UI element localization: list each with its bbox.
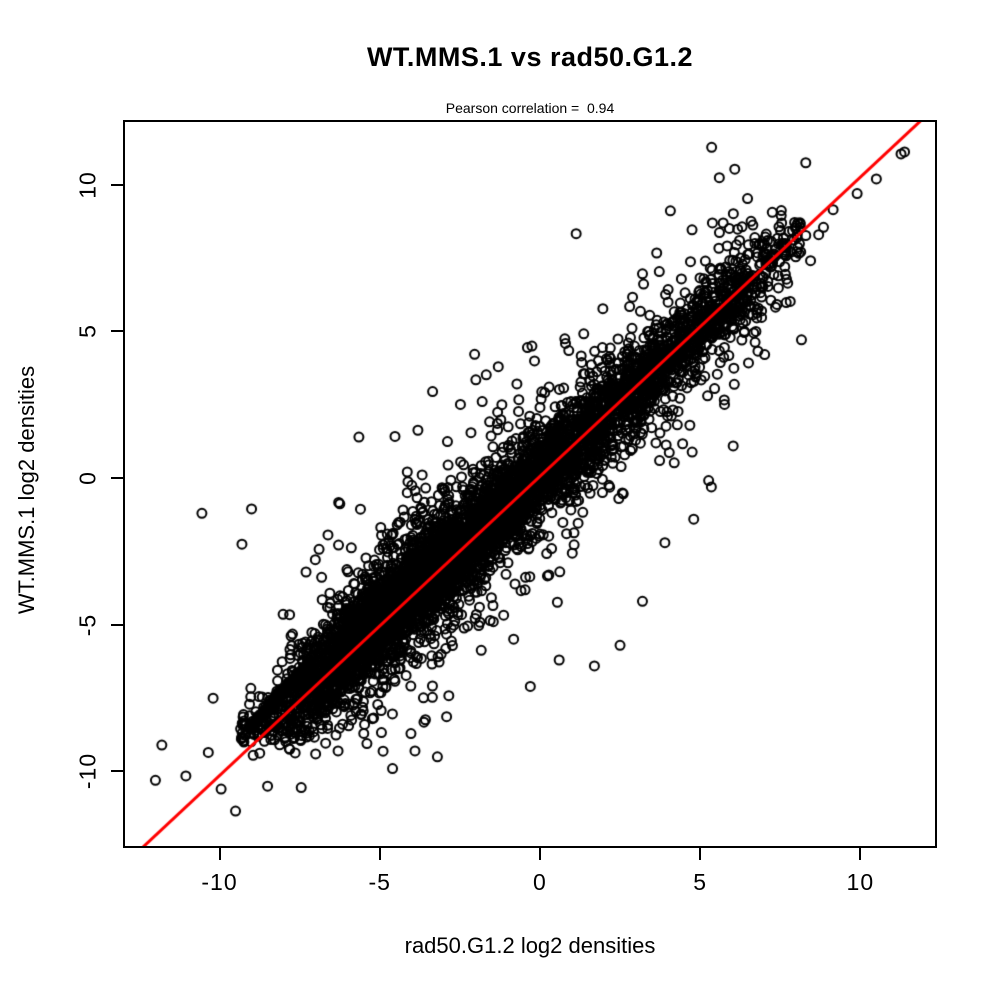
plot-area [123,120,937,848]
x-tick [218,848,221,860]
x-tick-label: 10 [846,869,875,895]
x-tick [699,848,702,860]
y-tick [111,770,123,773]
y-tick [111,623,123,626]
plot-title: WT.MMS.1 vs rad50.G1.2 [366,42,694,72]
x-tick-label: -5 [368,869,391,895]
y-tick [111,183,123,186]
x-tick-label: -10 [201,869,238,895]
x-tick [859,848,862,860]
x-tick-label: 5 [693,869,708,895]
y-tick [111,477,123,480]
scatter-canvas [125,122,935,846]
y-tick [111,330,123,333]
x-tick [378,848,381,860]
x-axis-label: rad50.G1.2 log2 densities [404,933,656,958]
x-tick-label: 0 [533,869,547,895]
x-tick [538,848,541,860]
pearson-correlation-subtitle: Pearson correlation = 0.94 [445,100,615,116]
